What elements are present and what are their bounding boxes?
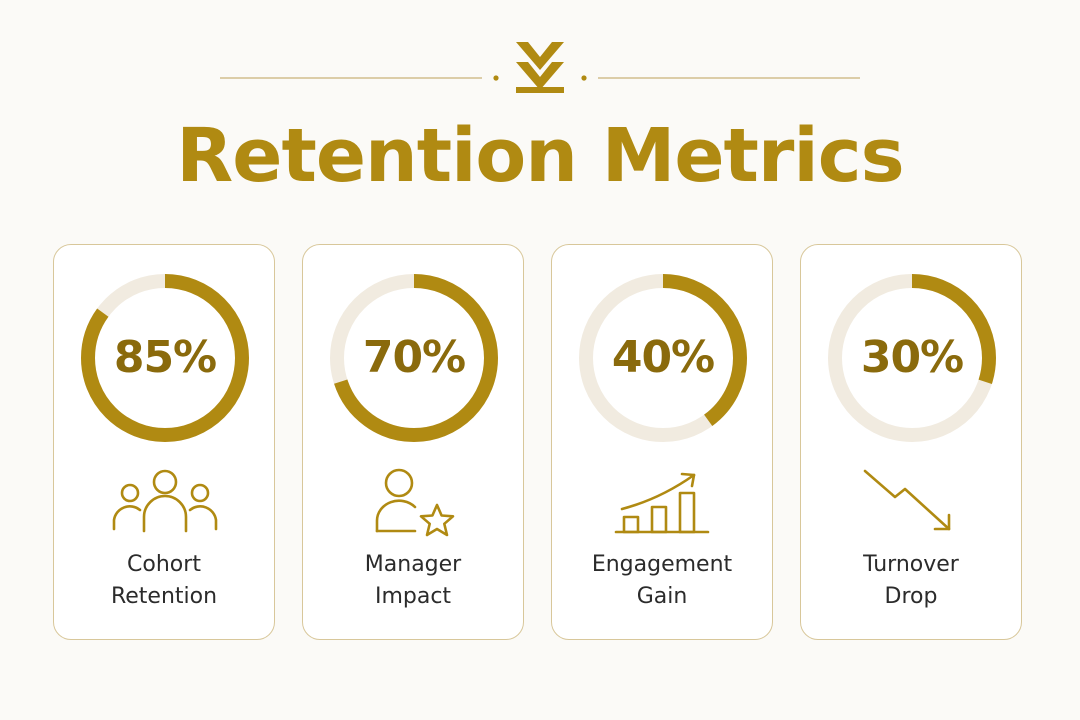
header-dot-right xyxy=(581,75,587,81)
progress-ring: 40% xyxy=(578,273,748,443)
metric-label-line: Turnover xyxy=(863,552,959,577)
metric-label: Cohort Retention xyxy=(54,549,274,613)
header-dot-left xyxy=(493,75,499,81)
progress-ring: 85% xyxy=(80,273,250,443)
metric-label-line: Engagement xyxy=(591,552,733,577)
metric-label-line: Retention xyxy=(110,584,218,609)
metric-card-turnover-drop: 30% Turnover Drop xyxy=(800,244,1022,640)
metric-label: Turnover Drop xyxy=(801,549,1021,613)
metric-card-cohort-retention: 85% Cohort Retention xyxy=(53,244,275,640)
metric-label: Manager Impact xyxy=(303,549,523,613)
trend-down-arrow-icon xyxy=(863,469,951,531)
metric-label-line: Drop xyxy=(884,584,938,609)
page-title: Retention Metrics xyxy=(176,113,904,199)
progress-ring: 30% xyxy=(827,273,997,443)
metric-card-engagement-gain: 40% Engagement Gain xyxy=(551,244,773,640)
ring-value: 85% xyxy=(113,332,217,383)
ring-value: 40% xyxy=(611,332,715,383)
growth-bar-chart-icon xyxy=(614,472,710,534)
metric-label-line: Cohort xyxy=(127,552,201,577)
ring-arc xyxy=(579,274,747,442)
chevron-down-icon xyxy=(516,42,564,93)
header-decoration xyxy=(220,42,860,93)
metric-label-line: Gain xyxy=(636,584,688,609)
people-group-icon xyxy=(112,469,218,533)
ring-arc xyxy=(81,274,249,442)
ring-value: 30% xyxy=(860,332,964,383)
metric-label: Engagement Gain xyxy=(552,549,772,613)
person-star-icon xyxy=(375,468,455,537)
ring-value: 70% xyxy=(362,332,466,383)
metric-card-manager-impact: 70% Manager Impact xyxy=(302,244,524,640)
metric-label-line: Impact xyxy=(374,584,452,609)
metric-label-line: Manager xyxy=(364,552,462,577)
ring-arc xyxy=(828,274,996,442)
progress-ring: 70% xyxy=(329,273,499,443)
ring-arc xyxy=(330,274,498,442)
